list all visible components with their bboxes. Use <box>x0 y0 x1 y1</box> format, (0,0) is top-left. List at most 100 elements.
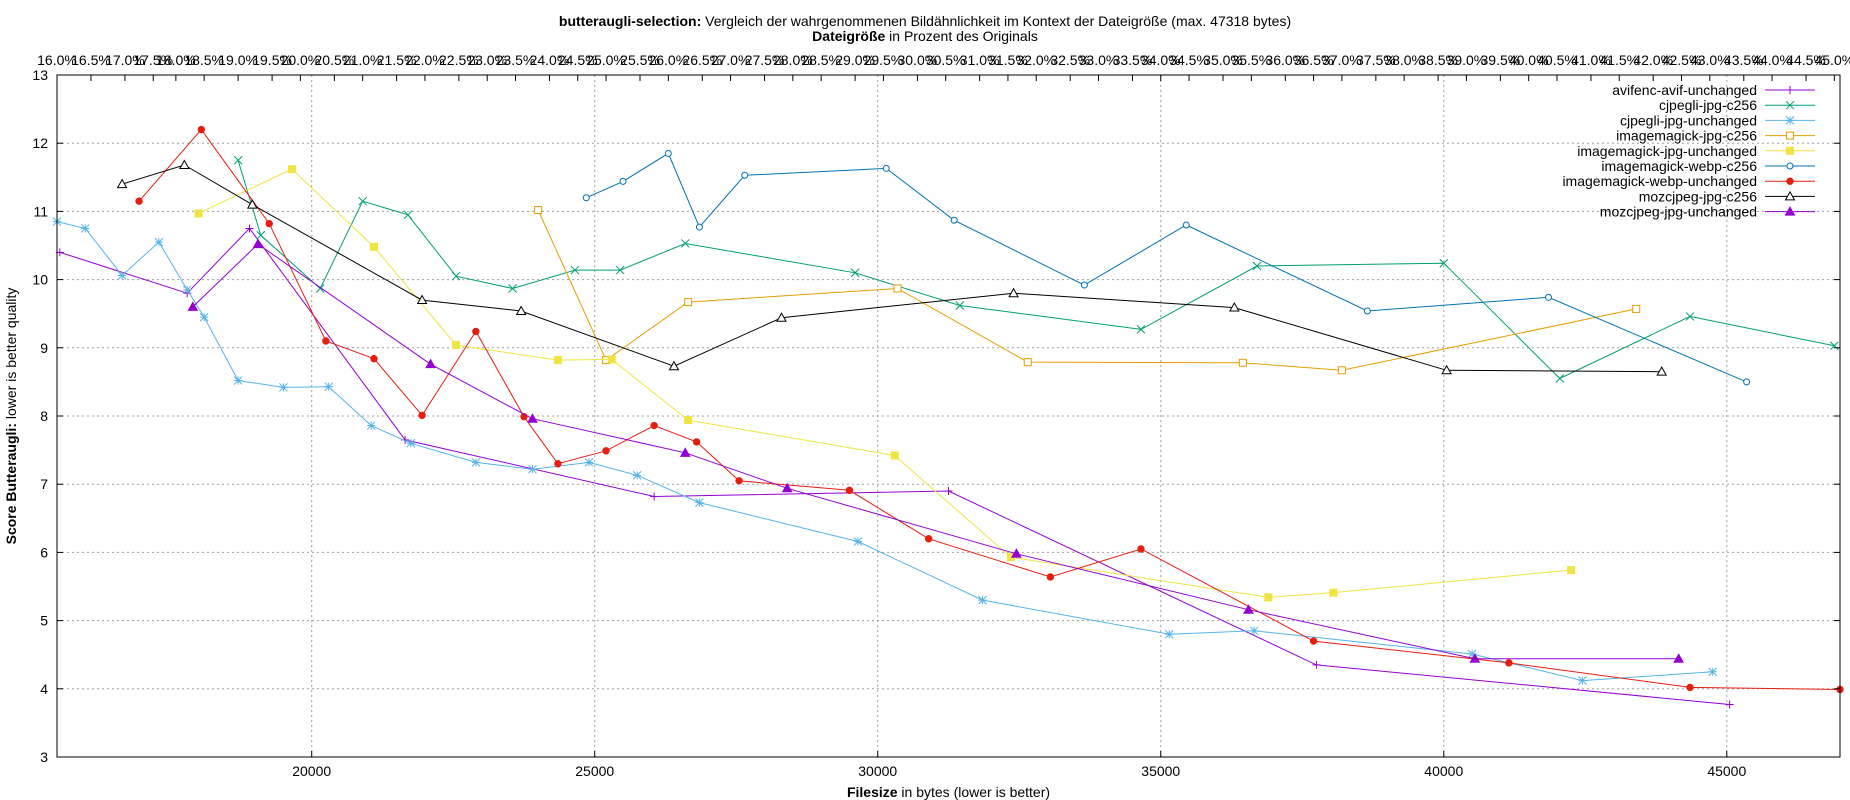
top-tick-label: 40.0% <box>1509 52 1549 68</box>
data-point <box>1264 593 1273 602</box>
top-tick-label: 42.0% <box>1633 52 1673 68</box>
data-point <box>619 177 627 185</box>
data-point <box>1743 378 1751 386</box>
data-point <box>1312 660 1321 669</box>
data-point <box>287 165 296 174</box>
top-tick-label: 37.0% <box>1322 52 1362 68</box>
data-point <box>1164 629 1174 639</box>
data-point <box>1829 341 1839 351</box>
legend-label: mozcjpeg-jpg-c256 <box>1639 188 1757 204</box>
data-point <box>358 196 368 206</box>
data-point <box>1673 653 1685 663</box>
data-point <box>1182 221 1190 229</box>
data-point <box>416 294 428 305</box>
chart-title-bold: butteraugli-selection: <box>559 13 701 29</box>
y-tick-label: 12 <box>32 135 48 151</box>
top-tick-label: 27.0% <box>711 52 751 68</box>
data-point <box>680 239 690 248</box>
y-axis-label-rest: lower is better quality <box>3 288 19 423</box>
data-point <box>695 498 704 507</box>
data-point <box>197 125 206 134</box>
top-tick-label: 20.5% <box>315 52 355 68</box>
data-point <box>1578 676 1587 685</box>
data-point <box>582 194 590 202</box>
series-line <box>237 160 1835 380</box>
data-point <box>1685 312 1695 321</box>
y-tick-label: 13 <box>32 67 48 83</box>
top-tick-label: 40.5% <box>1537 52 1577 68</box>
data-point <box>182 285 192 295</box>
top-tick-label: 20.0% <box>281 52 321 68</box>
top-tick-label: 17.0% <box>105 52 145 68</box>
top-tick-label: 32.5% <box>1050 52 1090 68</box>
legend-marker <box>1786 146 1794 155</box>
top-tick-label: 30.0% <box>898 52 938 68</box>
legend-marker <box>1786 162 1794 170</box>
top-tick-label: 30.5% <box>926 52 966 68</box>
data-point <box>1252 261 1262 271</box>
data-point <box>369 242 378 251</box>
top-tick-label: 16.5% <box>71 52 111 68</box>
top-tick-label: 45.0% <box>1814 52 1850 68</box>
x-axis-label-bold: Filesize <box>847 784 898 800</box>
y-axis-label-bold: Score Butteraugli: <box>3 423 19 544</box>
top-tick-label: 22.5% <box>439 52 479 68</box>
data-point <box>890 451 899 460</box>
data-point <box>199 312 209 322</box>
data-point <box>1441 364 1452 375</box>
data-point <box>1329 588 1338 597</box>
data-point <box>1249 626 1259 636</box>
chart-title: butteraugli-selection: Vergleich der wah… <box>559 13 1291 29</box>
data-point <box>370 355 378 363</box>
data-point <box>1228 302 1240 312</box>
top-tick-label: 31.5% <box>988 52 1028 68</box>
data-point <box>781 482 793 493</box>
data-point <box>882 164 890 172</box>
series-imagemagick-webp-c256 <box>582 149 1751 386</box>
data-point <box>845 486 854 495</box>
top-tick-label: 29.5% <box>864 52 904 68</box>
y-tick-label: 9 <box>40 340 48 356</box>
data-point <box>1243 604 1254 614</box>
data-point <box>695 223 703 231</box>
data-point <box>179 159 190 170</box>
top-tick-label: 37.5% <box>1356 52 1396 68</box>
data-point <box>607 355 616 364</box>
data-point <box>893 284 902 293</box>
y-tick-label: 3 <box>40 749 48 765</box>
top-tick-label: 39.0% <box>1447 52 1487 68</box>
data-point <box>418 411 426 420</box>
data-point <box>584 458 594 467</box>
top-tick-label: 25.0% <box>586 52 626 68</box>
data-point <box>322 337 330 345</box>
top-tick-label: 43.5% <box>1724 52 1764 68</box>
data-point <box>1008 287 1019 298</box>
data-point <box>650 421 658 430</box>
data-point <box>1011 548 1022 558</box>
data-point <box>1467 649 1477 659</box>
y-tick-label: 5 <box>40 613 48 629</box>
data-point <box>265 219 273 228</box>
top-axis-title-bold: Dateigröße <box>812 28 885 44</box>
data-point <box>117 271 127 280</box>
data-point <box>950 216 958 224</box>
legend-entry: avifenc-avif-unchanged <box>1612 82 1815 98</box>
y-axis-label: Score Butteraugli: lower is better quali… <box>3 288 19 545</box>
top-tick-label: 36.0% <box>1265 52 1305 68</box>
legend-marker <box>1786 86 1794 94</box>
legend-marker <box>1786 131 1794 140</box>
top-tick-label: 21.0% <box>343 52 383 68</box>
data-point <box>452 341 461 350</box>
data-point <box>615 265 625 275</box>
data-point <box>924 535 933 543</box>
data-point <box>1309 637 1318 645</box>
top-tick-label: 41.5% <box>1599 52 1639 68</box>
data-point <box>256 230 266 240</box>
data-point <box>1238 358 1247 367</box>
series-line <box>537 209 1637 371</box>
data-point <box>1469 653 1481 663</box>
top-tick-label: 44.5% <box>1786 52 1826 68</box>
top-axis-title-rest: in Prozent des Originals <box>885 28 1038 44</box>
top-tick-label: 28.5% <box>801 52 841 68</box>
legend-entry: mozcjpeg-jpg-c256 <box>1639 188 1815 204</box>
